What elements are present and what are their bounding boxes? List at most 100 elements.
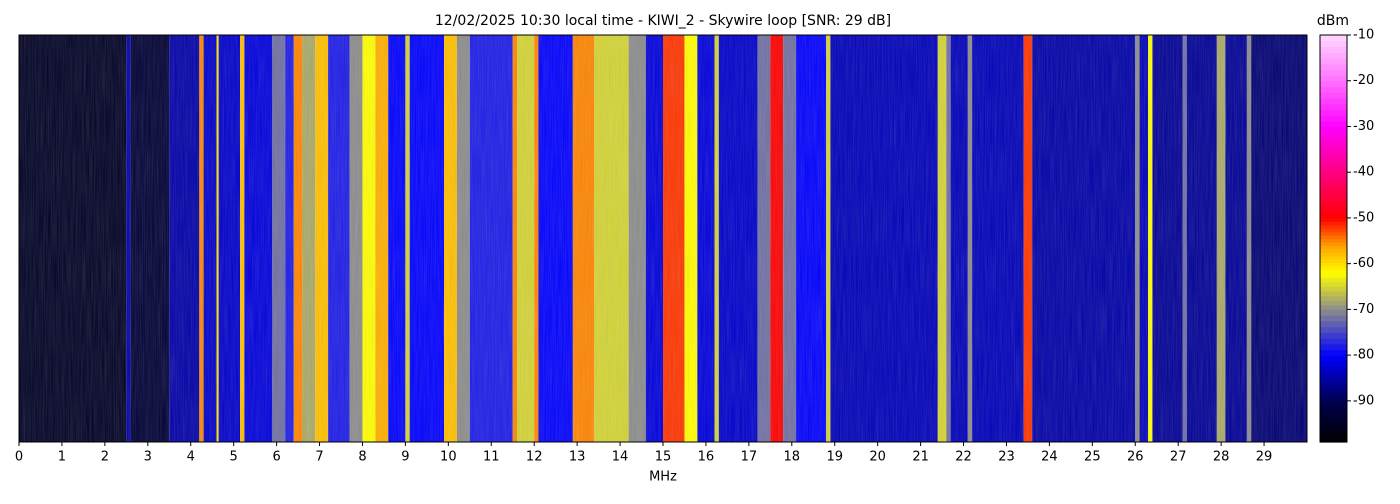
colorbar-segment [1320,426,1347,433]
x-tick-label: 21 [912,450,929,465]
colorbar-segment [1320,272,1347,278]
colorbar-segment [1320,97,1347,105]
x-tick-label: 6 [272,450,280,465]
x-tick-label: 8 [358,450,366,465]
colorbar-segment [1320,69,1347,76]
colorbar-segment [1320,52,1347,59]
colorbar-tick-label: -30 [1353,119,1374,134]
colorbar-segment [1320,231,1347,236]
colorbar-tick-label: -80 [1353,348,1374,363]
colorbar-segment [1320,326,1347,333]
colorbar-segment [1320,126,1347,133]
colorbar-tick-label: -40 [1353,165,1374,180]
colorbar-frame [1319,34,1348,443]
colorbar-segment [1320,206,1347,213]
colorbar-label: dBm [1317,13,1349,29]
x-tick-label: 16 [698,450,715,465]
colorbar-segment [1320,332,1347,339]
colorbar-segment [1320,200,1347,208]
colorbar [1320,35,1347,443]
x-tick-label: 12 [526,450,543,465]
colorbar-segment [1320,177,1347,185]
x-tick-label: 1 [58,450,66,465]
colorbar-tick-label: -10 [1353,28,1374,43]
colorbar-segment [1320,355,1347,362]
colorbar-segment [1320,400,1347,407]
colorbar-segment [1320,241,1347,246]
colorbar-segment [1320,155,1347,162]
colorbar-segment [1320,57,1347,65]
colorbar-tick-label: -70 [1353,302,1374,317]
x-tick-label: 24 [1041,450,1058,465]
x-tick-label: 23 [998,450,1015,465]
colorbar-segment [1320,166,1347,173]
colorbar-segment [1320,295,1347,301]
x-tick-label: 15 [655,450,672,465]
colorbar-segment [1320,411,1347,417]
x-tick-label: 25 [1084,450,1101,465]
colorbar-segment [1320,115,1347,122]
x-tick-label: 9 [401,450,409,465]
colorbar-segment [1320,212,1347,219]
x-tick-label: 3 [144,450,152,465]
colorbar-segment [1320,291,1347,297]
colorbar-segment [1320,389,1347,396]
colorbar-tick-label: -90 [1353,393,1374,408]
colorbar-segment [1320,224,1347,229]
colorbar-segment [1320,228,1347,233]
colorbar-segment [1320,189,1347,196]
colorbar-segment [1320,75,1347,82]
colorbar-segment [1320,309,1347,316]
colorbar-segment [1320,149,1347,156]
colorbar-segment [1320,221,1347,226]
x-tick-label: 7 [315,450,323,465]
colorbar-tick-label: -60 [1353,256,1374,271]
x-tick-label: 26 [1127,450,1144,465]
colorbar-segment [1320,405,1347,412]
colorbar-segment [1320,281,1347,288]
colorbar-segment [1320,372,1347,379]
colorbar-segment [1320,383,1347,391]
x-tick-label: 10 [440,450,457,465]
x-tick-label: 5 [230,450,238,465]
colorbar-segment [1320,421,1347,428]
colorbar-segment [1320,160,1347,168]
colorbar-segment [1320,80,1347,88]
x-tick-label: 20 [869,450,886,465]
colorbar-segment [1320,46,1347,53]
colorbar-segment [1320,360,1347,368]
colorbar-segment [1320,395,1347,402]
colorbar-segment [1320,265,1347,270]
colorbar-segment [1320,377,1347,385]
colorbar-tick-label: -50 [1353,210,1374,225]
x-tick-label: 11 [483,450,500,465]
colorbar-segment [1320,262,1347,267]
x-tick-label: 17 [741,450,758,465]
colorbar-segment [1320,304,1347,310]
colorbar-segment [1320,255,1347,260]
colorbar-segment [1320,349,1347,356]
x-tick-label: 4 [187,450,195,465]
x-tick-label: 18 [784,450,801,465]
colorbar-segment [1320,86,1347,93]
colorbar-segment [1320,436,1347,443]
colorbar-segment [1320,248,1347,253]
x-tick-label: 22 [955,450,972,465]
x-axis-label: MHz [649,470,677,485]
colorbar-segment [1320,109,1347,116]
chart-title: 12/02/2025 10:30 local time - KIWI_2 - S… [435,13,891,29]
colorbar-segment [1320,337,1347,345]
x-tick-label: 13 [569,450,586,465]
colorbar-segment [1320,63,1347,70]
colorbar-segment [1320,416,1347,423]
colorbar-segment [1320,315,1347,322]
colorbar-segment [1320,132,1347,139]
x-tick-label: 27 [1170,450,1187,465]
colorbar-tick-label: -20 [1353,73,1374,88]
colorbar-segment [1320,269,1347,274]
x-tick-label: 0 [15,450,23,465]
colorbar-segment [1320,217,1347,222]
colorbar-segment [1320,120,1347,128]
colorbar-segment [1320,143,1347,150]
